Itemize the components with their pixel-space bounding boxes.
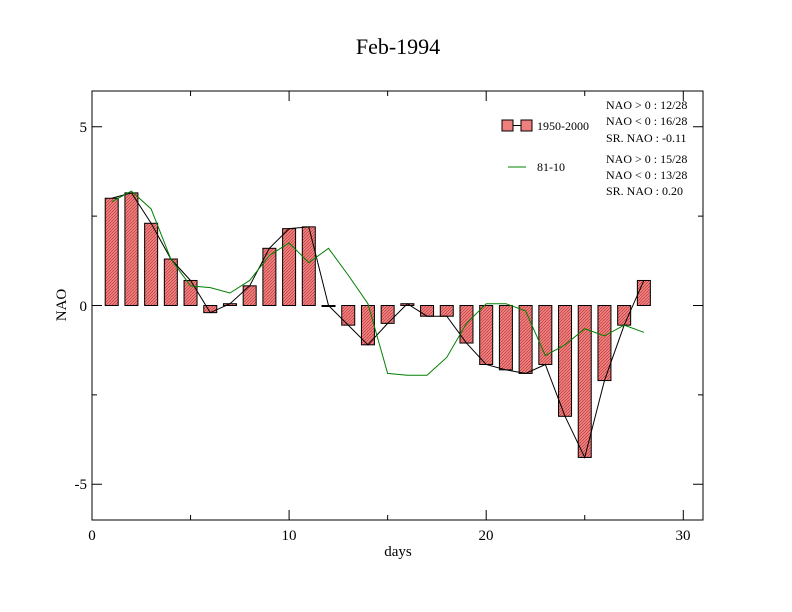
legend-label-81-10: 81-10 — [537, 160, 565, 174]
series-line-81-10 — [111, 190, 645, 376]
bar-day-28 — [636, 279, 651, 307]
x-tick-label-0: 0 — [88, 528, 96, 544]
stats-1950-2000-sr: SR. NAO : -0.11 — [606, 131, 687, 145]
y-tick-label-neg5: -5 — [75, 477, 88, 493]
x-axis-label: days — [384, 544, 412, 560]
bar-day-24 — [558, 305, 573, 417]
bar-day-8 — [242, 285, 257, 306]
stats-81-10-negative: NAO < 0 : 13/28 — [606, 168, 687, 182]
legend-swatch-1950-2000-left — [501, 119, 514, 132]
stats-1950-2000-positive: NAO > 0 : 12/28 — [606, 98, 687, 112]
bar-day-3 — [144, 222, 159, 306]
bar-day-18 — [439, 305, 454, 317]
stats-81-10-positive: NAO > 0 : 15/28 — [606, 152, 687, 166]
stats-81-10-sr: SR. NAO : 0.20 — [606, 184, 683, 198]
bar-day-10 — [282, 228, 297, 306]
bar-day-15 — [380, 305, 395, 324]
chart-marks — [104, 190, 651, 459]
bar-day-14 — [360, 305, 375, 346]
bar-day-26 — [597, 305, 612, 382]
x-tick-label-20: 20 — [479, 528, 494, 544]
y-tick-label-0: 0 — [80, 299, 88, 315]
bar-day-20 — [479, 305, 494, 365]
chart-title: Feb-1994 — [356, 34, 440, 59]
y-tick-label-5: 5 — [80, 120, 88, 136]
legend-swatch-1950-2000-right — [520, 119, 533, 132]
x-tick-label-10: 10 — [282, 528, 297, 544]
stats-1950-2000-negative: NAO < 0 : 16/28 — [606, 114, 687, 128]
bar-day-17 — [420, 305, 435, 317]
bar-day-1 — [104, 197, 119, 306]
bar-day-11 — [301, 226, 316, 307]
legend: 1950-2000 81-10 — [501, 119, 589, 174]
x-tick-label-30: 30 — [676, 528, 691, 544]
series-line-1950-2000 — [111, 192, 645, 459]
bar-day-6 — [203, 305, 218, 314]
y-axis-label: NAO — [54, 289, 70, 322]
stats-block: NAO > 0 : 12/28 NAO < 0 : 16/28 SR. NAO … — [606, 98, 687, 198]
bar-day-13 — [341, 305, 356, 326]
bar-day-21 — [498, 305, 513, 371]
bar-day-2 — [124, 192, 139, 306]
bar-day-5 — [183, 279, 198, 307]
bar-day-22 — [518, 305, 533, 374]
axis-ticks — [91, 91, 703, 520]
legend-label-1950-2000: 1950-2000 — [537, 119, 589, 133]
